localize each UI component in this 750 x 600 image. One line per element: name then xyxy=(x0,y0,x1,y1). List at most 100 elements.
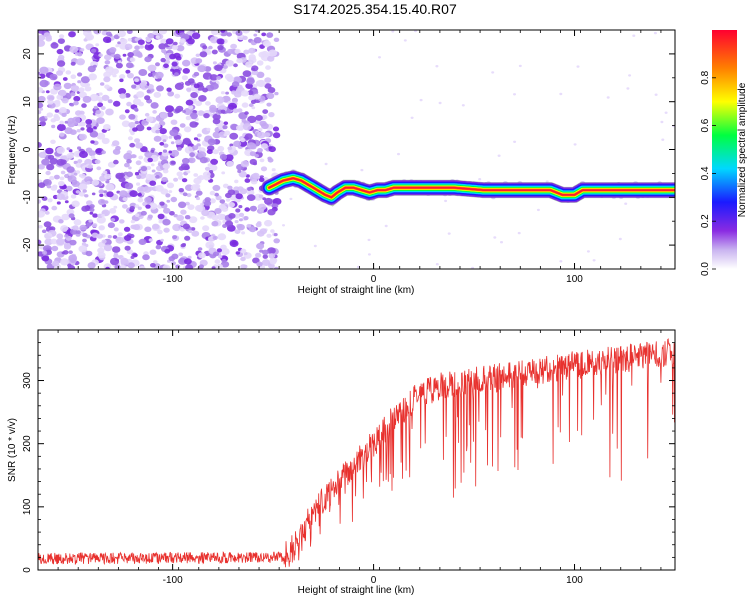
noise-speckle xyxy=(272,132,281,139)
snr-x-ticks: -100 0 100 xyxy=(37,330,662,586)
noise-speckle xyxy=(215,96,225,104)
faint-speckle xyxy=(654,93,658,96)
noise-speckle xyxy=(216,248,222,253)
noise-speckle xyxy=(267,87,276,94)
noise-speckle xyxy=(234,48,241,54)
noise-speckle xyxy=(134,78,140,82)
noise-speckle xyxy=(147,157,153,163)
noise-speckle xyxy=(91,192,96,196)
noise-speckle xyxy=(259,120,267,127)
noise-speckle xyxy=(124,109,130,114)
noise-speckle xyxy=(176,214,185,221)
spectrogram-y-tick-label: -10 xyxy=(22,190,33,205)
noise-speckle xyxy=(119,78,124,83)
faint-speckle xyxy=(419,98,423,102)
noise-speckle xyxy=(123,171,128,175)
noise-speckle xyxy=(195,190,203,196)
noise-speckle xyxy=(84,158,93,166)
noise-speckle xyxy=(255,252,262,258)
faint-speckle xyxy=(573,143,577,146)
noise-speckle xyxy=(251,69,259,76)
noise-speckle xyxy=(130,131,135,136)
noise-speckle xyxy=(101,239,107,244)
noise-speckle xyxy=(238,170,247,178)
noise-speckle xyxy=(182,68,190,74)
noise-speckle xyxy=(209,139,215,143)
noise-speckle xyxy=(71,200,80,208)
noise-speckle xyxy=(126,158,132,164)
noise-speckle xyxy=(150,149,155,153)
noise-speckle xyxy=(219,154,228,160)
noise-speckle xyxy=(60,258,69,266)
noise-speckle xyxy=(84,194,89,198)
noise-speckle xyxy=(117,88,127,95)
noise-speckle xyxy=(138,238,147,245)
noise-speckle xyxy=(127,52,134,58)
noise-speckle xyxy=(174,108,181,113)
faint-speckle xyxy=(471,266,475,269)
spectrogram-y-tick-label: 10 xyxy=(22,96,33,108)
noise-speckle xyxy=(73,172,78,176)
noise-speckle xyxy=(163,143,169,148)
noise-speckle xyxy=(145,173,153,181)
noise-speckle xyxy=(82,95,92,103)
noise-speckle xyxy=(98,92,103,96)
noise-speckle xyxy=(98,198,106,206)
noise-speckle xyxy=(246,194,256,202)
noise-speckle xyxy=(73,100,79,106)
noise-speckle xyxy=(228,202,236,208)
noise-speckle xyxy=(103,124,111,131)
noise-speckle xyxy=(97,251,106,259)
noise-speckle xyxy=(69,102,75,107)
noise-speckle xyxy=(49,176,55,181)
noise-speckle xyxy=(216,76,222,80)
noise-speckle xyxy=(78,133,87,141)
noise-speckle xyxy=(58,180,65,187)
noise-speckle xyxy=(178,201,187,209)
noise-speckle xyxy=(45,147,54,155)
noise-speckle xyxy=(271,168,276,172)
faint-speckle xyxy=(403,39,407,42)
noise-speckle xyxy=(50,139,56,144)
noise-speckle xyxy=(113,205,118,209)
noise-speckle xyxy=(119,93,127,99)
noise-speckle xyxy=(70,61,76,66)
noise-speckle xyxy=(104,54,112,61)
noise-speckle xyxy=(145,204,151,209)
noise-speckle xyxy=(264,197,273,205)
faint-speckle xyxy=(391,30,395,33)
noise-speckle xyxy=(190,92,198,99)
noise-speckle xyxy=(168,190,173,194)
noise-speckle xyxy=(159,128,167,135)
noise-speckle xyxy=(207,163,212,167)
noise-speckle xyxy=(110,257,120,266)
noise-speckle xyxy=(73,95,81,102)
noise-speckle xyxy=(173,177,179,182)
noise-speckle xyxy=(38,151,47,159)
noise-speckle xyxy=(56,70,64,76)
noise-speckle xyxy=(239,188,248,195)
noise-speckle xyxy=(126,101,132,107)
noise-speckle xyxy=(262,40,271,47)
noise-speckle xyxy=(193,177,202,185)
noise-speckle xyxy=(172,223,182,232)
snr-panel: -100 0 100 0 100 200 300 Height of straight l… xyxy=(7,329,676,596)
noise-speckle xyxy=(115,145,121,151)
faint-speckle xyxy=(586,250,590,253)
noise-speckle xyxy=(186,193,192,198)
faint-speckle xyxy=(447,232,451,235)
faint-speckle xyxy=(518,64,522,68)
noise-speckle xyxy=(176,146,182,151)
noise-speckle xyxy=(225,60,234,67)
noise-speckle xyxy=(195,204,203,212)
noise-speckle xyxy=(76,58,85,66)
noise-speckle xyxy=(149,249,157,255)
noise-speckle xyxy=(158,220,163,224)
faint-speckle xyxy=(461,104,465,107)
noise-speckle xyxy=(100,106,106,110)
noise-speckle xyxy=(236,224,245,231)
noise-speckle xyxy=(261,114,268,120)
faint-speckle xyxy=(632,34,636,37)
noise-speckle xyxy=(185,264,193,269)
noise-speckle xyxy=(170,141,175,145)
